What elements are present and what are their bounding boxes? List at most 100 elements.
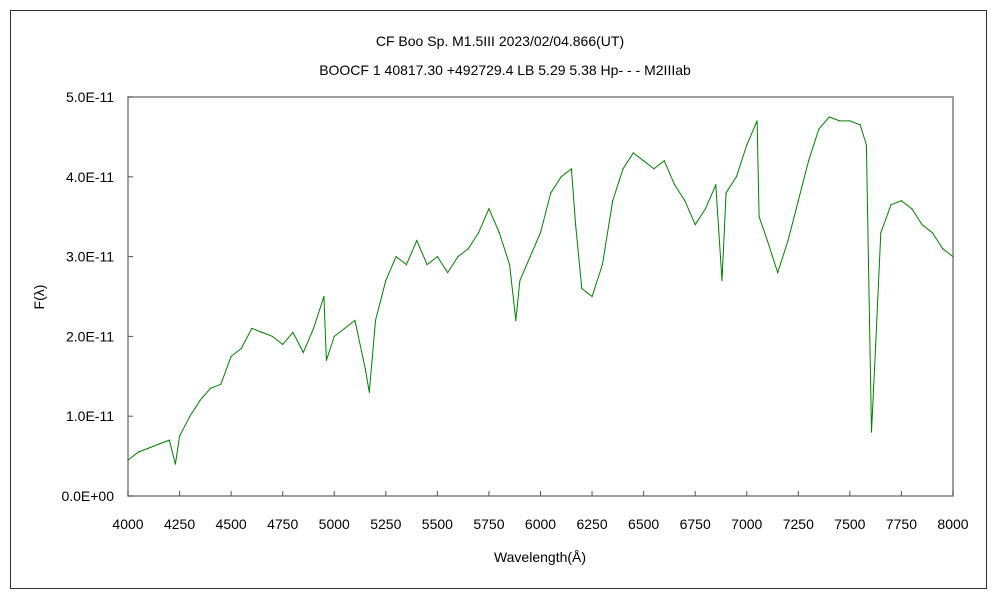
data-point <box>673 184 676 186</box>
data-point <box>787 240 789 242</box>
data-point <box>137 451 139 453</box>
data-point <box>498 232 500 234</box>
data-point <box>220 383 222 385</box>
data-point <box>612 200 614 202</box>
data-point <box>209 387 212 389</box>
data-point <box>777 271 779 274</box>
data-point <box>911 208 913 210</box>
data-point <box>302 351 304 353</box>
data-point <box>643 160 645 162</box>
data-point <box>581 287 583 290</box>
data-point <box>364 367 366 369</box>
x-tick-label: 4500 <box>216 516 247 532</box>
plot-area <box>127 96 954 497</box>
data-point <box>869 375 872 377</box>
data-point <box>797 200 799 202</box>
data-point <box>127 459 129 461</box>
chart-frame <box>10 10 987 589</box>
data-point <box>426 263 428 266</box>
spectrum-line <box>127 116 954 465</box>
data-point <box>158 443 160 445</box>
data-point <box>931 232 933 234</box>
data-point <box>405 263 408 266</box>
data-point <box>323 295 325 298</box>
data-point <box>746 144 748 146</box>
data-point <box>457 256 459 258</box>
data-point <box>325 359 328 361</box>
data-point <box>508 263 511 266</box>
y-axis-label: F(λ) <box>31 285 47 310</box>
data-point <box>519 279 521 282</box>
x-tick-label: 5750 <box>473 516 504 532</box>
data-point <box>808 160 810 162</box>
data-point <box>849 120 851 122</box>
data-point <box>574 224 577 226</box>
data-point <box>694 224 696 226</box>
x-tick-label: 5000 <box>319 516 350 532</box>
x-tick-label: 8000 <box>937 516 968 532</box>
x-tick-label: 7000 <box>731 516 762 532</box>
data-point <box>570 168 573 170</box>
x-tick-label: 6750 <box>680 516 711 532</box>
y-tick-label: 3.0E-11 <box>66 249 114 265</box>
data-point <box>368 391 370 393</box>
data-point <box>343 327 346 330</box>
y-tick-label: 2.0E-11 <box>66 328 114 344</box>
x-tick-label: 4250 <box>164 516 195 532</box>
data-point <box>560 176 562 178</box>
data-point <box>766 240 768 242</box>
x-tick-label: 7500 <box>834 516 865 532</box>
data-point <box>838 120 841 122</box>
y-tick-label: 4.0E-11 <box>66 169 114 185</box>
data-point <box>447 271 449 274</box>
data-point <box>663 160 665 162</box>
data-point <box>684 200 686 202</box>
data-point <box>282 343 284 345</box>
data-point <box>921 224 923 226</box>
x-tick-label: 7750 <box>886 516 917 532</box>
data-point <box>704 208 707 210</box>
data-point <box>385 279 387 282</box>
data-point <box>601 263 603 266</box>
data-point <box>416 240 418 242</box>
data-point <box>859 124 861 126</box>
data-point <box>890 204 892 206</box>
data-point <box>758 216 760 218</box>
data-point <box>818 128 820 130</box>
data-point <box>333 335 335 337</box>
y-tick-label: 1.0E-11 <box>66 408 114 424</box>
data-point <box>467 248 469 250</box>
data-point <box>354 319 356 322</box>
x-tick-label: 6250 <box>576 516 607 532</box>
x-tick-label: 5250 <box>370 516 401 532</box>
data-point <box>478 232 480 234</box>
data-point <box>622 168 624 170</box>
x-tick-label: 4750 <box>267 516 298 532</box>
data-point <box>230 355 232 357</box>
data-point <box>168 439 170 441</box>
data-point <box>725 192 727 194</box>
chart-title: CF Boo Sp. M1.5III 2023/02/04.866(UT) <box>376 33 624 49</box>
data-point <box>756 120 758 122</box>
data-point <box>313 327 315 330</box>
data-point <box>875 343 877 345</box>
x-axis-label: Wavelength(Å) <box>494 549 586 565</box>
data-point <box>900 200 903 202</box>
data-point <box>199 399 201 401</box>
data-point <box>174 463 177 465</box>
data-point <box>865 144 867 146</box>
data-point <box>828 116 830 118</box>
data-point <box>395 256 397 258</box>
data-point <box>539 232 542 234</box>
data-point <box>721 279 723 282</box>
data-point <box>632 152 634 154</box>
data-point <box>880 232 882 234</box>
chart-subtitle: BOOCF 1 40817.30 +492729.4 LB 5.29 5.38 … <box>319 62 691 78</box>
data-point <box>715 184 717 186</box>
data-point <box>735 176 738 178</box>
data-point <box>591 295 593 298</box>
data-point <box>488 208 490 210</box>
x-tick-label: 4000 <box>112 516 143 532</box>
x-tick-label: 5500 <box>422 516 453 532</box>
